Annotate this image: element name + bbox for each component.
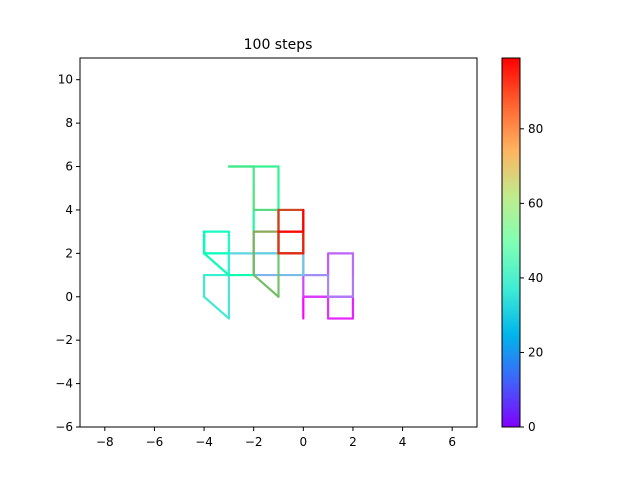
- x-tick-label: 4: [399, 435, 407, 449]
- x-tick-label: −6: [146, 435, 164, 449]
- y-tick-label: −2: [55, 333, 73, 347]
- colorbar-tick-label: 60: [528, 196, 543, 210]
- axes-frame: [79, 57, 478, 428]
- x-tick-label: −2: [245, 435, 263, 449]
- colorbar-tick-label: 40: [528, 271, 543, 285]
- y-tick-label: 0: [65, 290, 73, 304]
- x-tick-label: 6: [448, 435, 456, 449]
- y-tick-label: 4: [65, 203, 73, 217]
- colorbar-tick-label: 80: [528, 122, 543, 136]
- x-tick-label: −4: [195, 435, 213, 449]
- path-segment: [202, 252, 230, 277]
- colorbar-fill: [502, 58, 520, 427]
- path-segment: [252, 273, 280, 298]
- y-tick-label: −6: [55, 420, 73, 434]
- x-tick-label: 2: [349, 435, 357, 449]
- y-axis: −6 −4 −2 0 2 4 6 8 10: [55, 73, 80, 434]
- y-tick-label: 6: [65, 160, 73, 174]
- chart-title: 100 steps: [244, 37, 313, 53]
- colorbar: 0 20 40 60 80: [501, 57, 543, 434]
- y-tick-label: −4: [55, 377, 73, 391]
- y-tick-label: 10: [58, 73, 73, 87]
- colorbar-frame: [501, 57, 521, 428]
- x-tick-label: 0: [299, 435, 307, 449]
- y-tick-label: 8: [65, 116, 73, 130]
- colorbar-ticks: 0 20 40 60 80: [520, 122, 543, 434]
- x-axis: −8 −6 −4 −2 0 2 4 6: [96, 427, 456, 449]
- x-tick-label: −8: [96, 435, 114, 449]
- plot-area: [202, 165, 355, 320]
- colorbar-tick-label: 0: [528, 420, 536, 434]
- y-tick-label: 2: [65, 246, 73, 260]
- path-segment: [202, 295, 230, 320]
- colorbar-tick-label: 20: [528, 345, 543, 359]
